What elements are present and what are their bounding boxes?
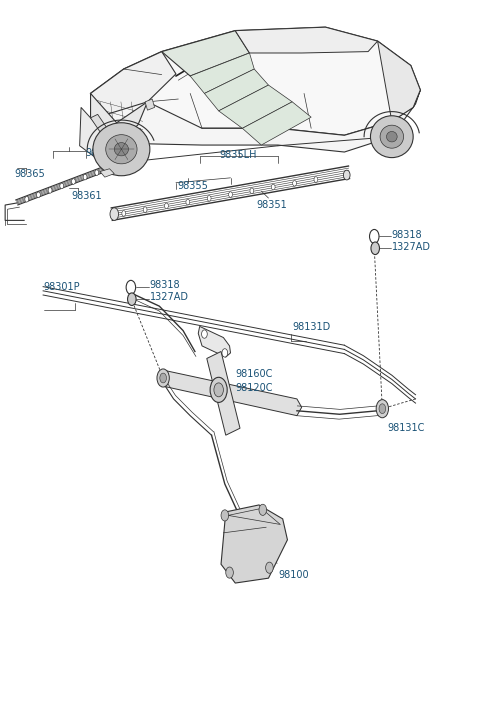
Text: 1327AD: 1327AD: [150, 292, 189, 302]
Polygon shape: [159, 370, 301, 415]
Circle shape: [72, 179, 75, 184]
Circle shape: [25, 196, 29, 202]
Circle shape: [343, 170, 350, 180]
Circle shape: [259, 504, 266, 515]
Circle shape: [186, 200, 190, 205]
Text: 98351: 98351: [257, 200, 288, 210]
Ellipse shape: [371, 116, 413, 157]
Polygon shape: [80, 108, 140, 165]
Circle shape: [210, 378, 227, 402]
Circle shape: [293, 181, 297, 186]
Circle shape: [228, 192, 232, 198]
Polygon shape: [207, 352, 240, 435]
Circle shape: [271, 184, 275, 190]
Circle shape: [376, 399, 388, 418]
Circle shape: [265, 562, 273, 573]
Text: 98131D: 98131D: [292, 322, 330, 332]
Polygon shape: [190, 53, 254, 93]
Polygon shape: [91, 93, 147, 149]
Circle shape: [48, 188, 52, 193]
Text: 98355: 98355: [178, 181, 208, 191]
Circle shape: [226, 567, 233, 578]
Polygon shape: [91, 115, 119, 149]
Text: 98318: 98318: [150, 280, 180, 290]
Circle shape: [250, 188, 254, 193]
Text: 9836RH: 9836RH: [86, 148, 124, 157]
Text: 98100: 98100: [278, 569, 309, 580]
Polygon shape: [91, 27, 420, 135]
Polygon shape: [91, 51, 176, 123]
Ellipse shape: [114, 143, 129, 156]
Circle shape: [314, 176, 318, 182]
Circle shape: [95, 170, 99, 176]
Polygon shape: [221, 505, 288, 583]
Circle shape: [221, 510, 228, 521]
Circle shape: [143, 207, 147, 212]
Polygon shape: [378, 41, 420, 122]
Circle shape: [370, 229, 379, 243]
Polygon shape: [198, 326, 230, 357]
Circle shape: [157, 369, 169, 387]
Circle shape: [122, 211, 126, 217]
Ellipse shape: [106, 135, 137, 164]
Polygon shape: [219, 85, 292, 129]
Circle shape: [83, 174, 87, 180]
Polygon shape: [235, 27, 378, 53]
Text: 98120C: 98120C: [235, 382, 273, 393]
Text: 98361: 98361: [72, 191, 102, 201]
Circle shape: [126, 280, 136, 295]
Circle shape: [379, 404, 385, 413]
Ellipse shape: [231, 516, 263, 571]
Text: 98301P: 98301P: [43, 282, 80, 292]
Ellipse shape: [386, 131, 397, 142]
Text: 9835LH: 9835LH: [219, 150, 256, 160]
Polygon shape: [96, 90, 420, 152]
Circle shape: [222, 349, 228, 357]
Ellipse shape: [93, 123, 150, 176]
Circle shape: [110, 208, 119, 220]
Circle shape: [36, 192, 40, 198]
Circle shape: [202, 330, 207, 338]
Polygon shape: [204, 69, 268, 111]
Circle shape: [207, 195, 211, 201]
Circle shape: [160, 373, 167, 383]
Circle shape: [60, 183, 64, 188]
Text: 1327AD: 1327AD: [392, 242, 431, 252]
Polygon shape: [242, 102, 311, 145]
Circle shape: [214, 383, 223, 396]
Circle shape: [165, 203, 168, 209]
Text: 98318: 98318: [392, 230, 422, 240]
Polygon shape: [162, 31, 250, 76]
Circle shape: [128, 293, 136, 306]
Circle shape: [371, 242, 380, 254]
Text: 98365: 98365: [14, 169, 46, 179]
Polygon shape: [100, 169, 114, 177]
Ellipse shape: [380, 125, 404, 148]
Text: 98160C: 98160C: [235, 369, 273, 379]
Polygon shape: [145, 99, 155, 110]
Text: 98131C: 98131C: [387, 423, 424, 433]
